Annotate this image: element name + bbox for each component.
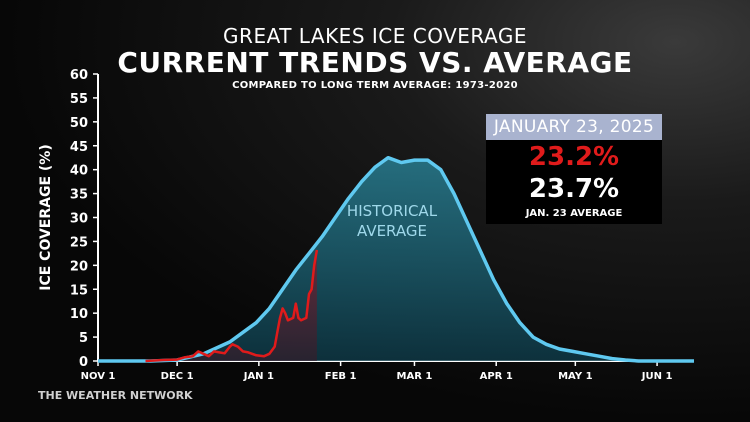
y-tick-label: 20 xyxy=(70,259,88,274)
x-tick-label: JUN 1 xyxy=(641,371,673,382)
source-credit: THE WEATHER NETWORK xyxy=(38,389,193,402)
y-tick-label: 35 xyxy=(70,188,88,203)
plot-area: HISTORICAL AVERAGE xyxy=(98,155,694,363)
y-tick-label: 45 xyxy=(70,140,88,155)
x-tick-label: DEC 1 xyxy=(161,371,194,382)
average-value: 23.7% xyxy=(528,174,620,204)
y-tick-label: 60 xyxy=(70,68,88,83)
current-value: 23.2% xyxy=(528,142,620,172)
x-tick-label: MAR 1 xyxy=(397,371,433,382)
chart-title: GREAT LAKES ICE COVERAGE xyxy=(223,24,527,48)
x-tick-label: MAY 1 xyxy=(558,371,592,382)
historical-average-area xyxy=(98,157,694,361)
x-tick-label: APR 1 xyxy=(480,371,513,382)
y-tick-label: 10 xyxy=(70,307,88,322)
y-tick-label: 0 xyxy=(79,355,88,370)
y-tick-label: 55 xyxy=(70,92,88,107)
chart-heading: CURRENT TRENDS VS. AVERAGE xyxy=(117,46,633,79)
y-tick-label: 5 xyxy=(79,331,88,346)
historical-average-line xyxy=(98,155,694,363)
y-tick-label: 15 xyxy=(70,283,88,298)
y-axis-label: ICE COVERAGE (%) xyxy=(38,144,54,291)
average-label: JAN. 23 AVERAGE xyxy=(525,208,623,219)
x-tick-label: NOV 1 xyxy=(81,371,116,382)
y-axis: 0 5 10 15 20 25 30 35 40 45 50 55 60 ICE COVERAGE (%) xyxy=(38,68,99,370)
y-tick-label: 40 xyxy=(70,164,88,179)
area-label: HISTORICAL AVERAGE xyxy=(347,202,438,240)
info-date: JANUARY 23, 2025 xyxy=(486,114,662,140)
current-season-area xyxy=(145,250,317,361)
y-tick-label: 50 xyxy=(70,116,88,131)
chart-subtitle: COMPARED TO LONG TERM AVERAGE: 1973-2020 xyxy=(232,80,518,91)
y-tick-label: 25 xyxy=(70,235,88,250)
x-axis: NOV 1 DEC 1 JAN 1 FEB 1 MAR 1 APR 1 MAY 1 JUN 1 xyxy=(81,360,694,382)
current-season-line xyxy=(145,249,319,363)
x-tick-label: FEB 1 xyxy=(325,371,357,382)
x-tick-label: JAN 1 xyxy=(243,371,274,382)
y-tick-label: 30 xyxy=(70,212,88,227)
